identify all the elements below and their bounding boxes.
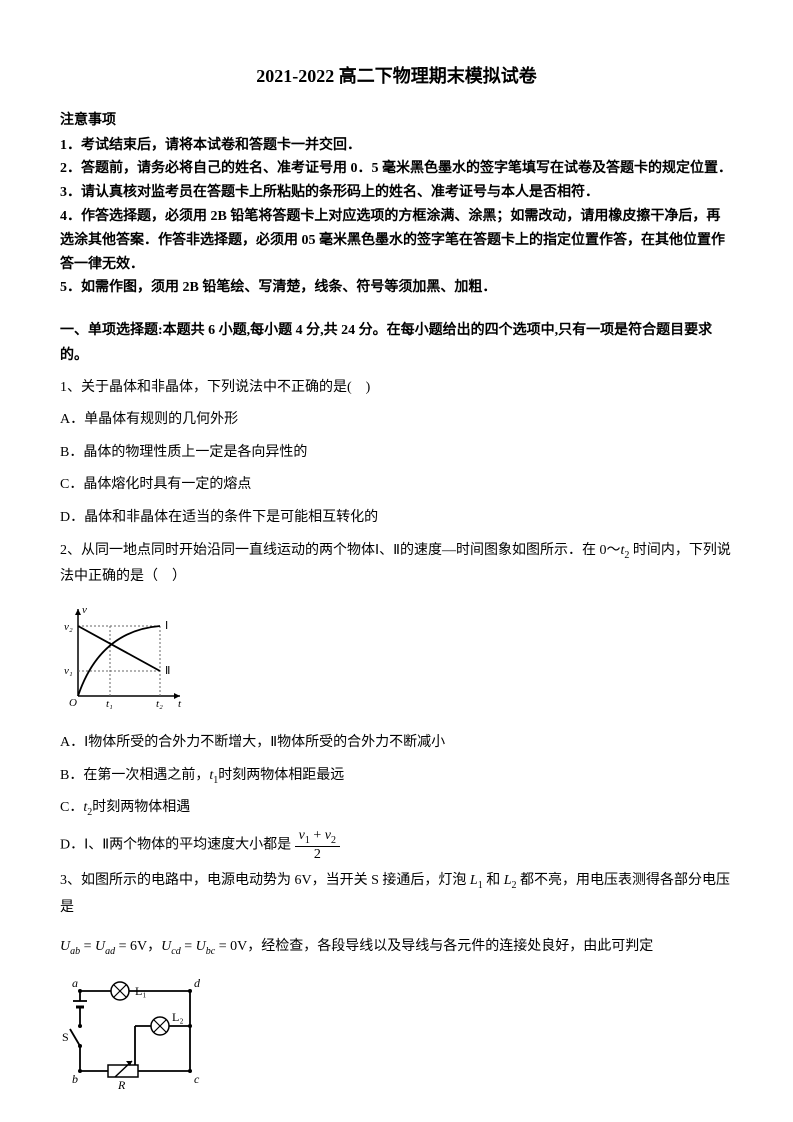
q3-uad: U <box>95 939 105 954</box>
q2d-den: 2 <box>295 847 340 862</box>
instruction-5: 5．如需作图，须用 2B 铅笔绘、写清楚，线条、符号等须加黑、加粗． <box>60 276 733 300</box>
q3-part1: 3、如图所示的电路中，电源电动势为 6V，当开关 S 接通后，灯泡 <box>60 873 470 888</box>
graph-axis-t2: t₂ <box>156 698 163 710</box>
q3-eq1: = <box>80 939 95 954</box>
notice-heading: 注意事项 <box>60 108 733 133</box>
question-1-option-c: C．晶体熔化时具有一定的熔点 <box>60 472 733 499</box>
q2d-part1: D．Ⅰ、Ⅱ两个物体的平均速度大小都是 <box>60 838 291 853</box>
q2-stem-part1: 2、从同一地点同时开始沿同一直线运动的两个物体Ⅰ、Ⅱ的速度—时间图象如图所示．在… <box>60 543 621 558</box>
question-3-stem-line1: 3、如图所示的电路中，电源电动势为 6V，当开关 S 接通后，灯泡 L1 和 L… <box>60 868 733 921</box>
circuit-label-c: c <box>194 1072 200 1086</box>
circuit-label-L2: L₂ <box>172 1010 184 1024</box>
q2d-fraction: v1 + v2 2 <box>295 828 340 862</box>
instruction-1: 1．考试结束后，请将本试卷和答题卡一并交回． <box>60 134 733 158</box>
question-1-option-a: A．单晶体有规则的几何外形 <box>60 407 733 434</box>
graph-label-II: Ⅱ <box>165 665 170 677</box>
graph-axis-t: t <box>178 698 182 710</box>
instruction-2: 2．答题前，请务必将自己的姓名、准考证号用 0．5 毫米黑色墨水的签字笔填写在试… <box>60 157 733 181</box>
circuit-diagram: a d b c S L₁ L₂ R <box>60 971 733 1100</box>
q2c-part1: C． <box>60 800 83 815</box>
q2d-num-sub2: 2 <box>331 835 336 846</box>
question-1-stem: 1、关于晶体和非晶体，下列说法中不正确的是( ) <box>60 375 733 402</box>
circuit-label-S: S <box>62 1030 69 1044</box>
circuit-label-R: R <box>117 1078 126 1091</box>
section-1-intro: 一、单项选择题:本题共 6 小题,每小题 4 分,共 24 分。在每小题给出的四… <box>60 318 733 368</box>
q3-and: 和 <box>483 873 504 888</box>
question-3-stem-line2: Uab = Uad = 6V，Ucd = Ubc = 0V，经检查，各段导线以及… <box>60 934 733 961</box>
q3-uad-sub: ad <box>105 946 115 957</box>
circuit-label-a: a <box>72 976 78 990</box>
velocity-time-graph: Ⅰ Ⅱ v₂ v₁ O t₁ t₂ v t <box>60 601 733 720</box>
q3-L1: L <box>470 873 478 888</box>
page-title: 2021-2022 高二下物理期末模拟试卷 <box>60 60 733 92</box>
instruction-4: 4．作答选择题，必须用 2B 铅笔将答题卡上对应选项的方框涂满、涂黑；如需改动，… <box>60 205 733 276</box>
circuit-label-L1: L₁ <box>135 984 147 998</box>
circuit-label-d: d <box>194 976 201 990</box>
q2b-part1: B．在第一次相遇之前， <box>60 768 209 783</box>
q3-uab: U <box>60 939 70 954</box>
q3-ucd: U <box>161 939 171 954</box>
question-1-option-b: B．晶体的物理性质上一定是各向异性的 <box>60 440 733 467</box>
q3-ubc-sub: bc <box>206 946 215 957</box>
q2c-part2: 时刻两物体相遇 <box>92 800 190 815</box>
question-2-stem: 2、从同一地点同时开始沿同一直线运动的两个物体Ⅰ、Ⅱ的速度—时间图象如图所示．在… <box>60 538 733 591</box>
question-2-option-a: A．Ⅰ物体所受的合外力不断增大，Ⅱ物体所受的合外力不断减小 <box>60 730 733 757</box>
q3-val2: = 0V，经检查，各段导线以及导线与各元件的连接处良好，由此可判定 <box>215 939 653 954</box>
question-2-option-c: C．t2时刻两物体相遇 <box>60 795 733 822</box>
q2d-num-plus: + <box>310 828 325 843</box>
q2b-part2: 时刻两物体相距最远 <box>218 768 344 783</box>
q3-ucd-sub: cd <box>171 946 180 957</box>
graph-origin: O <box>69 697 77 709</box>
question-2-option-d: D．Ⅰ、Ⅱ两个物体的平均速度大小都是 v1 + v2 2 <box>60 828 733 862</box>
q3-L2: L <box>504 873 512 888</box>
question-1-option-d: D．晶体和非晶体在适当的条件下是可能相互转化的 <box>60 505 733 532</box>
graph-axis-v: v <box>82 604 87 616</box>
circuit-label-b: b <box>72 1072 78 1086</box>
q3-val1: = 6V， <box>115 939 161 954</box>
graph-axis-t1: t₁ <box>106 698 113 710</box>
graph-label-I: Ⅰ <box>165 620 168 632</box>
question-2-option-b: B．在第一次相遇之前，t1时刻两物体相距最远 <box>60 763 733 790</box>
graph-axis-v2: v₂ <box>64 621 73 633</box>
q3-ubc: U <box>196 939 206 954</box>
graph-axis-v1: v₁ <box>64 665 73 677</box>
instruction-3: 3．请认真核对监考员在答题卡上所粘贴的条形码上的姓名、准考证号与本人是否相符． <box>60 181 733 205</box>
q3-uab-sub: ab <box>70 946 80 957</box>
q3-eq2: = <box>181 939 196 954</box>
